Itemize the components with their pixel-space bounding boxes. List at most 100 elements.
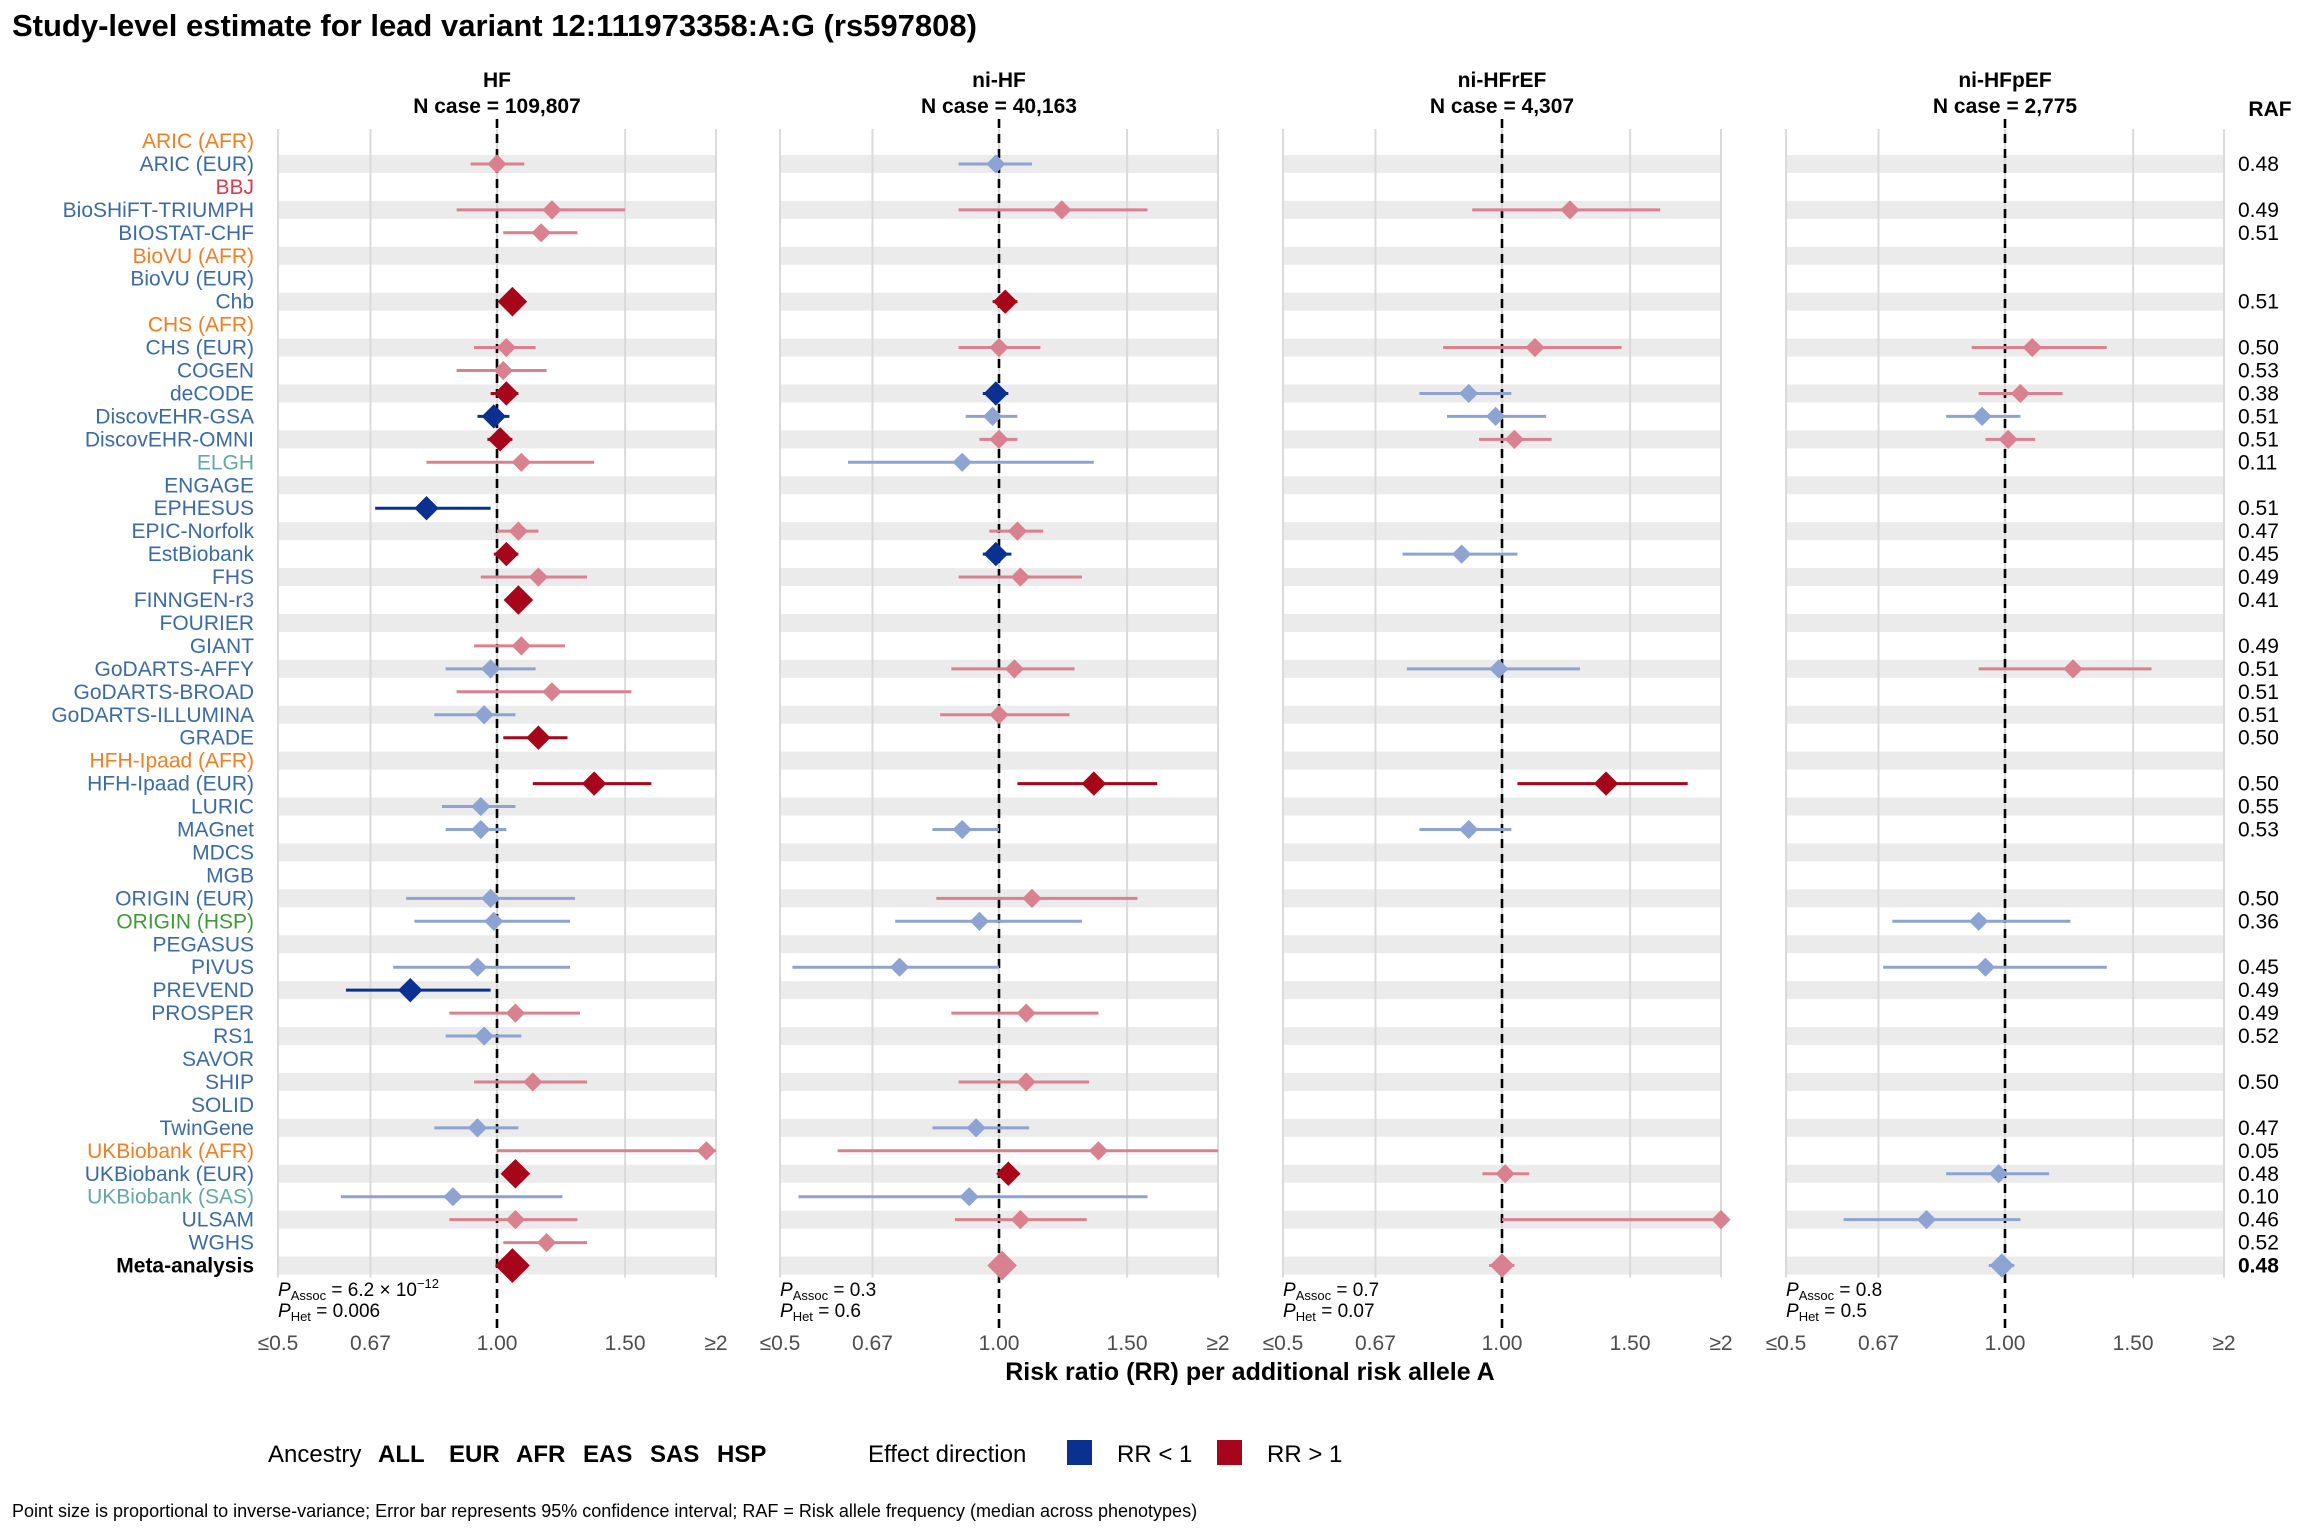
- point-marker: [487, 154, 507, 174]
- study-label-pivus: PIVUS: [191, 956, 254, 979]
- panel-subtitle: N case = 109,807: [413, 95, 581, 118]
- legend-swatch: [1067, 1440, 1092, 1465]
- point-marker: [508, 521, 528, 541]
- raf-value: 0.49: [2238, 635, 2279, 658]
- x-tick-label: 0.67: [852, 1332, 893, 1355]
- x-tick-label: ≤0.5: [1263, 1332, 1304, 1355]
- point-marker: [511, 636, 531, 656]
- legend-ancestry-afr: AFR: [516, 1441, 565, 1468]
- point-marker: [989, 705, 1009, 725]
- legend-ancestry-all: ALL: [378, 1441, 425, 1468]
- point-marker: [581, 771, 607, 796]
- study-label-discovehr-omni: DiscovEHR-OMNI: [85, 428, 254, 451]
- point-marker: [494, 381, 519, 406]
- panel-title: ni-HFrEF: [1458, 69, 1547, 92]
- study-label-elgh: ELGH: [197, 451, 254, 474]
- x-tick-label: 1.50: [1107, 1332, 1148, 1355]
- study-label-origin-hsp: ORIGIN (HSP): [116, 910, 254, 933]
- raf-value: 0.51: [2238, 291, 2279, 314]
- x-tick-label: 1.50: [1610, 1332, 1651, 1355]
- legend-effect-label: RR < 1: [1117, 1441, 1192, 1468]
- point-marker: [467, 957, 488, 977]
- study-label-aric-afr: ARIC (AFR): [142, 130, 254, 153]
- point-marker: [505, 1003, 526, 1023]
- panel-hf: HF N case = 109,807 ≤0.5 0.67 1.00 1.50 ≥2 PAss…: [258, 69, 728, 1355]
- point-marker: [398, 977, 423, 1003]
- point-marker: [1489, 659, 1509, 679]
- x-tick-label: 1.50: [605, 1332, 646, 1355]
- x-tick-label: ≥2: [1709, 1332, 1732, 1355]
- point-marker: [500, 1158, 531, 1189]
- p-het: PHet = 0.6: [780, 1301, 861, 1324]
- raf-value: 0.38: [2238, 382, 2279, 405]
- point-marker: [1916, 1210, 1937, 1230]
- panel-subtitle: N case = 2,775: [1933, 95, 2078, 118]
- x-tick-label: ≥2: [704, 1332, 727, 1355]
- x-tick-label: 1.50: [2113, 1332, 2154, 1355]
- study-label-cogen: COGEN: [177, 360, 254, 383]
- raf-value: 0.49: [2238, 1002, 2279, 1025]
- study-label-rs1: RS1: [213, 1025, 254, 1048]
- study-label-fourier: FOURIER: [160, 612, 255, 635]
- point-marker: [495, 1248, 530, 1283]
- x-tick-label: 0.67: [1858, 1332, 1899, 1355]
- point-marker: [487, 427, 513, 452]
- raf-value: 0.52: [2238, 1232, 2279, 1255]
- raf-value: 0.36: [2238, 910, 2279, 933]
- study-label-ship: SHIP: [205, 1071, 254, 1094]
- point-marker: [531, 223, 551, 243]
- point-marker: [542, 682, 562, 702]
- study-label-godarts-affy: GoDARTS-AFFY: [95, 658, 254, 681]
- study-label-grade: GRADE: [179, 727, 254, 750]
- raf-value: 0.51: [2238, 497, 2279, 520]
- point-marker: [1010, 567, 1030, 587]
- point-marker: [1081, 771, 1107, 796]
- study-label-biovu-afr: BioVU (AFR): [133, 245, 254, 268]
- x-tick-label: ≤0.5: [258, 1332, 299, 1355]
- point-marker: [993, 289, 1018, 314]
- study-label-ukbiobank-afr: UKBiobank (AFR): [87, 1140, 254, 1163]
- legend: Ancestry ALL EUR AFR EAS SAS HSP Effect directi…: [268, 1440, 1342, 1468]
- p-assoc: PAssoc = 0.7: [1283, 1280, 1379, 1303]
- raf-value: 0.51: [2238, 704, 2279, 727]
- study-labels: ARIC (AFR)ARIC (EUR)BBJBioSHiFT-TRIUMPHB…: [51, 130, 254, 1278]
- study-label-engage: ENGAGE: [164, 474, 254, 497]
- point-marker: [1459, 819, 1479, 840]
- p-het: PHet = 0.006: [278, 1301, 380, 1324]
- x-tick-label: ≤0.5: [1766, 1332, 1807, 1355]
- point-marker: [1989, 1253, 2015, 1278]
- point-marker: [989, 429, 1009, 449]
- panel-ni-hfref: ni-HFrEF N case = 4,307 ≤0.5 0.67 1.00 1.50 ≥2…: [1263, 69, 1733, 1355]
- study-label-ukbiobank-eur: UKBiobank (EUR): [85, 1163, 254, 1186]
- raf-value: 0.55: [2238, 796, 2279, 819]
- study-label-luric: LURIC: [191, 796, 254, 819]
- point-marker: [467, 1118, 488, 1138]
- x-tick-label: ≥2: [2212, 1332, 2235, 1355]
- raf-value: 0.51: [2238, 681, 2279, 704]
- raf-values: 0.480.490.510.510.500.530.380.510.510.11…: [2238, 153, 2279, 1278]
- study-label-hfh-ipaad-afr: HFH-Ipaad (AFR): [89, 750, 254, 773]
- panel-subtitle: N case = 4,307: [1430, 95, 1574, 118]
- point-marker: [2063, 659, 2083, 679]
- raf-value: 0.45: [2238, 956, 2279, 979]
- panel-subtitle: N case = 40,163: [921, 95, 1077, 118]
- study-label-biostat-chf: BIOSTAT-CHF: [118, 222, 254, 245]
- point-marker: [1452, 544, 1472, 564]
- legend-ancestry-hsp: HSP: [717, 1441, 766, 1468]
- point-marker: [493, 360, 513, 381]
- raf-value: 0.48: [2238, 1255, 2279, 1278]
- raf-value: 0.48: [2238, 1163, 2279, 1186]
- study-label-origin-eur: ORIGIN (EUR): [115, 887, 254, 910]
- study-label-ulsam: ULSAM: [182, 1209, 254, 1232]
- x-tick-label: 1.00: [979, 1332, 1020, 1355]
- raf-value: 0.47: [2238, 1117, 2279, 1140]
- study-label-fhs: FHS: [212, 566, 254, 589]
- point-marker: [496, 337, 516, 358]
- point-marker: [1010, 1210, 1030, 1230]
- raf-value: 0.53: [2238, 819, 2279, 842]
- raf-value: 0.50: [2238, 1071, 2279, 1094]
- raf-value: 0.47: [2238, 520, 2279, 543]
- point-marker: [471, 819, 491, 840]
- point-marker: [481, 404, 507, 429]
